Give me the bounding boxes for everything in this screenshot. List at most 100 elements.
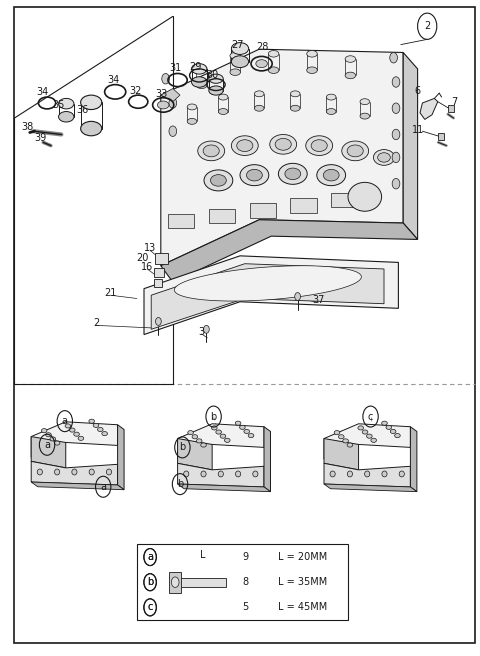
- Bar: [168, 214, 194, 228]
- Ellipse shape: [201, 471, 206, 477]
- Ellipse shape: [324, 169, 339, 181]
- Ellipse shape: [253, 471, 258, 477]
- Circle shape: [392, 178, 400, 189]
- Text: c: c: [368, 411, 373, 422]
- Ellipse shape: [371, 438, 376, 442]
- Ellipse shape: [365, 471, 370, 477]
- Bar: [155, 253, 168, 264]
- Polygon shape: [420, 98, 438, 119]
- Ellipse shape: [317, 165, 346, 186]
- Ellipse shape: [89, 419, 95, 423]
- Ellipse shape: [216, 430, 221, 434]
- Ellipse shape: [209, 86, 223, 95]
- Ellipse shape: [311, 140, 327, 152]
- Ellipse shape: [240, 425, 245, 430]
- Ellipse shape: [65, 424, 71, 428]
- Text: c: c: [147, 602, 153, 612]
- Text: b: b: [177, 479, 183, 489]
- Ellipse shape: [55, 469, 60, 475]
- Polygon shape: [324, 484, 417, 492]
- Ellipse shape: [248, 434, 254, 438]
- Text: L = 35MM: L = 35MM: [278, 577, 327, 587]
- Circle shape: [295, 293, 300, 300]
- Ellipse shape: [212, 426, 217, 430]
- Text: 27: 27: [231, 39, 244, 50]
- Ellipse shape: [334, 430, 340, 435]
- Ellipse shape: [240, 165, 269, 186]
- Text: 29: 29: [190, 62, 202, 72]
- Text: L = 45MM: L = 45MM: [278, 602, 327, 612]
- Text: 36: 36: [76, 105, 89, 115]
- Ellipse shape: [348, 182, 382, 211]
- Ellipse shape: [307, 67, 317, 73]
- Polygon shape: [118, 425, 124, 489]
- Text: 35: 35: [52, 100, 65, 110]
- Circle shape: [392, 129, 400, 140]
- Bar: [290, 198, 317, 213]
- Polygon shape: [178, 484, 271, 492]
- Circle shape: [169, 126, 177, 136]
- Ellipse shape: [201, 443, 206, 447]
- Polygon shape: [324, 424, 410, 459]
- Ellipse shape: [237, 140, 253, 152]
- Ellipse shape: [330, 471, 335, 477]
- Polygon shape: [264, 427, 271, 492]
- Text: a: a: [147, 552, 153, 562]
- Text: 9: 9: [242, 552, 248, 562]
- Text: 31: 31: [169, 62, 182, 73]
- Ellipse shape: [231, 56, 249, 68]
- Text: 8: 8: [242, 577, 248, 587]
- Ellipse shape: [268, 51, 279, 57]
- Ellipse shape: [290, 105, 300, 111]
- Polygon shape: [151, 264, 384, 329]
- Ellipse shape: [59, 98, 74, 109]
- Polygon shape: [31, 437, 66, 468]
- Ellipse shape: [347, 145, 363, 157]
- Text: 2: 2: [93, 318, 99, 329]
- Text: 38: 38: [22, 121, 34, 132]
- Text: 33: 33: [156, 89, 168, 100]
- Bar: [154, 279, 162, 287]
- Ellipse shape: [230, 52, 240, 59]
- Ellipse shape: [236, 471, 240, 477]
- Polygon shape: [324, 463, 410, 487]
- Polygon shape: [31, 422, 118, 457]
- Ellipse shape: [367, 434, 372, 438]
- Ellipse shape: [93, 423, 99, 428]
- Polygon shape: [161, 220, 418, 282]
- Ellipse shape: [74, 432, 79, 436]
- Ellipse shape: [192, 435, 198, 439]
- Polygon shape: [178, 424, 264, 459]
- Circle shape: [392, 77, 400, 87]
- Ellipse shape: [196, 82, 207, 89]
- Ellipse shape: [209, 74, 223, 83]
- Ellipse shape: [230, 69, 240, 75]
- Ellipse shape: [395, 434, 400, 438]
- Text: 16: 16: [141, 262, 154, 272]
- Bar: [169, 571, 181, 593]
- Circle shape: [156, 318, 161, 325]
- Text: 34: 34: [108, 75, 120, 85]
- Ellipse shape: [360, 113, 370, 119]
- Text: b: b: [210, 411, 217, 422]
- Circle shape: [204, 325, 209, 333]
- Ellipse shape: [306, 136, 333, 155]
- Polygon shape: [403, 52, 418, 239]
- Ellipse shape: [187, 118, 197, 125]
- Ellipse shape: [97, 428, 103, 432]
- Text: 5: 5: [242, 602, 249, 612]
- Circle shape: [390, 52, 397, 63]
- Ellipse shape: [204, 170, 233, 191]
- Ellipse shape: [247, 169, 262, 181]
- Ellipse shape: [362, 430, 368, 434]
- Ellipse shape: [50, 437, 56, 441]
- Ellipse shape: [218, 94, 228, 100]
- Bar: [209, 209, 235, 223]
- Ellipse shape: [338, 435, 344, 439]
- Ellipse shape: [345, 72, 356, 79]
- Ellipse shape: [218, 471, 223, 477]
- Ellipse shape: [347, 443, 353, 447]
- Ellipse shape: [37, 469, 42, 475]
- Ellipse shape: [326, 94, 336, 100]
- Ellipse shape: [244, 430, 250, 434]
